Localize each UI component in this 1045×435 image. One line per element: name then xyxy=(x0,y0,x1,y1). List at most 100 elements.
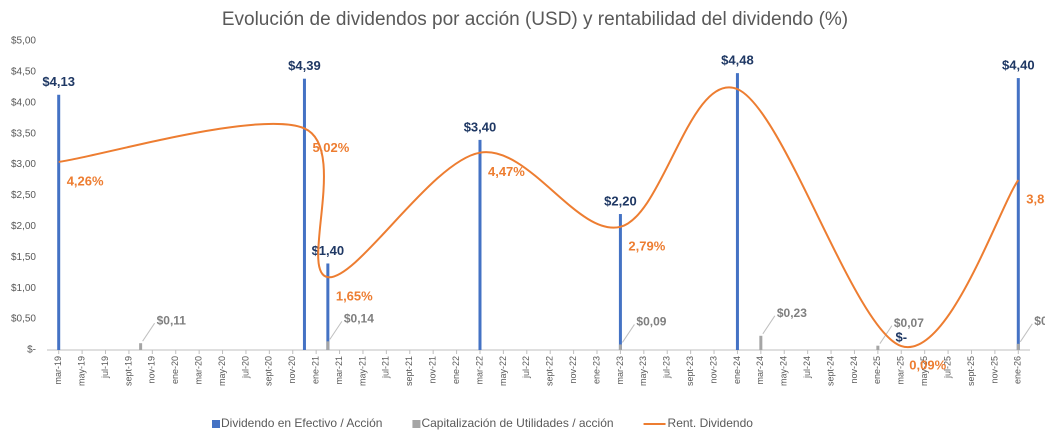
x-tick-label: sept-19 xyxy=(123,356,133,386)
y-tick-label: $4,00 xyxy=(11,97,36,108)
data-label: $0,10 xyxy=(1034,314,1045,328)
x-tick-label: ene-20 xyxy=(170,356,180,384)
x-tick-label: may-23 xyxy=(638,356,648,386)
x-tick-label: jul-22 xyxy=(521,356,531,379)
legend-label: Dividendo en Efectivo / Acción xyxy=(221,416,382,430)
data-label: $4,40 xyxy=(1002,58,1035,73)
bar xyxy=(735,73,739,351)
data-label: $2,20 xyxy=(604,193,637,208)
y-tick-label: $1,00 xyxy=(11,283,36,294)
x-tick-label: jul-23 xyxy=(662,356,672,379)
y-tick-label: $2,00 xyxy=(11,221,36,232)
legend-item: Rent. Dividendo xyxy=(643,416,754,430)
data-label: $4,39 xyxy=(288,58,321,73)
x-tick-label: nov-20 xyxy=(287,356,297,384)
y-tick-label: $3,50 xyxy=(11,128,36,139)
x-tick-label: ene-24 xyxy=(732,356,742,384)
x-tick-label: jul-21 xyxy=(381,356,391,379)
bar xyxy=(326,341,330,350)
x-tick-label: ene-25 xyxy=(872,356,882,384)
legend-label: Rent. Dividendo xyxy=(668,416,754,430)
bar xyxy=(139,343,143,350)
x-tick-label: sept-20 xyxy=(264,356,274,386)
x-tick-label: nov-24 xyxy=(849,356,859,384)
label-leader xyxy=(622,324,635,343)
label-leader xyxy=(762,315,776,335)
x-tick-label: may-24 xyxy=(779,356,789,386)
label-leader xyxy=(142,322,156,342)
data-label: $0,14 xyxy=(344,312,374,326)
x-tick-label: sept-23 xyxy=(685,356,695,386)
data-label: 5,02% xyxy=(312,140,349,155)
data-label: $3,40 xyxy=(464,119,497,134)
legend-swatch xyxy=(412,420,421,428)
x-tick-label: mar-24 xyxy=(755,356,765,385)
legend-label: Capitalización de Utilidades / acción xyxy=(421,416,613,430)
label-leader xyxy=(329,321,343,340)
x-tick-label: mar-21 xyxy=(334,356,344,385)
x-tick-label: ene-26 xyxy=(1013,356,1023,384)
x-tick-label: nov-23 xyxy=(708,356,718,384)
bar xyxy=(57,94,61,351)
x-tick-label: may-25 xyxy=(919,356,929,386)
x-tick-label: jul-19 xyxy=(100,356,110,379)
y-tick-label: $0,50 xyxy=(11,314,36,325)
y-tick-label: $2,50 xyxy=(11,190,36,201)
line xyxy=(58,86,1020,348)
data-label: 2,79% xyxy=(628,238,665,253)
x-tick-label: nov-21 xyxy=(428,356,438,384)
x-tick-label: sept-25 xyxy=(966,356,976,386)
bar xyxy=(618,214,622,350)
x-tick-label: ene-22 xyxy=(451,356,461,384)
x-tick-label: jul-20 xyxy=(240,356,250,379)
legend-item: Capitalización de Utilidades / acción xyxy=(412,416,614,430)
x-tick-label: ene-23 xyxy=(591,356,601,384)
x-tick-label: sept-21 xyxy=(404,356,414,386)
legend-item: Dividendo en Efectivo / Acción xyxy=(212,416,382,430)
x-tick-label: mar-25 xyxy=(896,356,906,385)
data-label: $0,07 xyxy=(894,316,924,330)
data-label: 4,47% xyxy=(488,164,525,179)
y-tick-label: $4,50 xyxy=(11,67,36,78)
x-tick-label: may-19 xyxy=(76,356,86,386)
y-tick-label: $1,50 xyxy=(11,252,36,263)
data-label: 3,85% xyxy=(1026,191,1045,206)
data-label: $4,13 xyxy=(42,74,75,89)
bar xyxy=(618,344,622,350)
data-label: $0,11 xyxy=(157,313,187,327)
x-tick-label: may-21 xyxy=(357,356,367,386)
chart-title: Evolución de dividendos por acción (USD)… xyxy=(222,9,848,30)
label-leader xyxy=(1019,323,1033,343)
x-tick-label: sept-24 xyxy=(825,356,835,386)
x-tick-label: nov-25 xyxy=(989,356,999,384)
x-tick-label: mar-22 xyxy=(474,356,484,385)
x-tick-label: mar-20 xyxy=(194,356,204,385)
data-label: $1,40 xyxy=(312,243,345,258)
y-tick-label: $- xyxy=(27,345,36,356)
bar xyxy=(759,335,763,350)
x-tick-label: mar-19 xyxy=(53,356,63,385)
x-tick-label: may-22 xyxy=(498,356,508,386)
bar xyxy=(876,345,880,350)
y-tick-label: $3,00 xyxy=(11,159,36,170)
bar xyxy=(1016,78,1020,350)
bar xyxy=(302,78,306,350)
y-tick-label: $5,00 xyxy=(11,36,36,47)
data-label: $- xyxy=(895,329,907,344)
x-tick-label: ene-21 xyxy=(311,356,321,384)
data-label: $0,09 xyxy=(636,315,666,329)
x-tick-label: may-20 xyxy=(217,356,227,386)
bar xyxy=(478,139,482,350)
x-tick-label: nov-19 xyxy=(147,356,157,384)
bar xyxy=(326,263,330,350)
x-tick-label: jul-24 xyxy=(802,356,812,379)
data-label: 4,26% xyxy=(67,173,104,188)
data-label: $0,23 xyxy=(777,306,807,320)
x-tick-label: nov-22 xyxy=(568,356,578,384)
bar xyxy=(1016,343,1020,350)
data-label: 0,09% xyxy=(909,357,946,372)
data-label: 1,65% xyxy=(336,289,373,304)
x-tick-label: sept-22 xyxy=(545,356,555,386)
x-tick-label: jul-25 xyxy=(942,356,952,379)
